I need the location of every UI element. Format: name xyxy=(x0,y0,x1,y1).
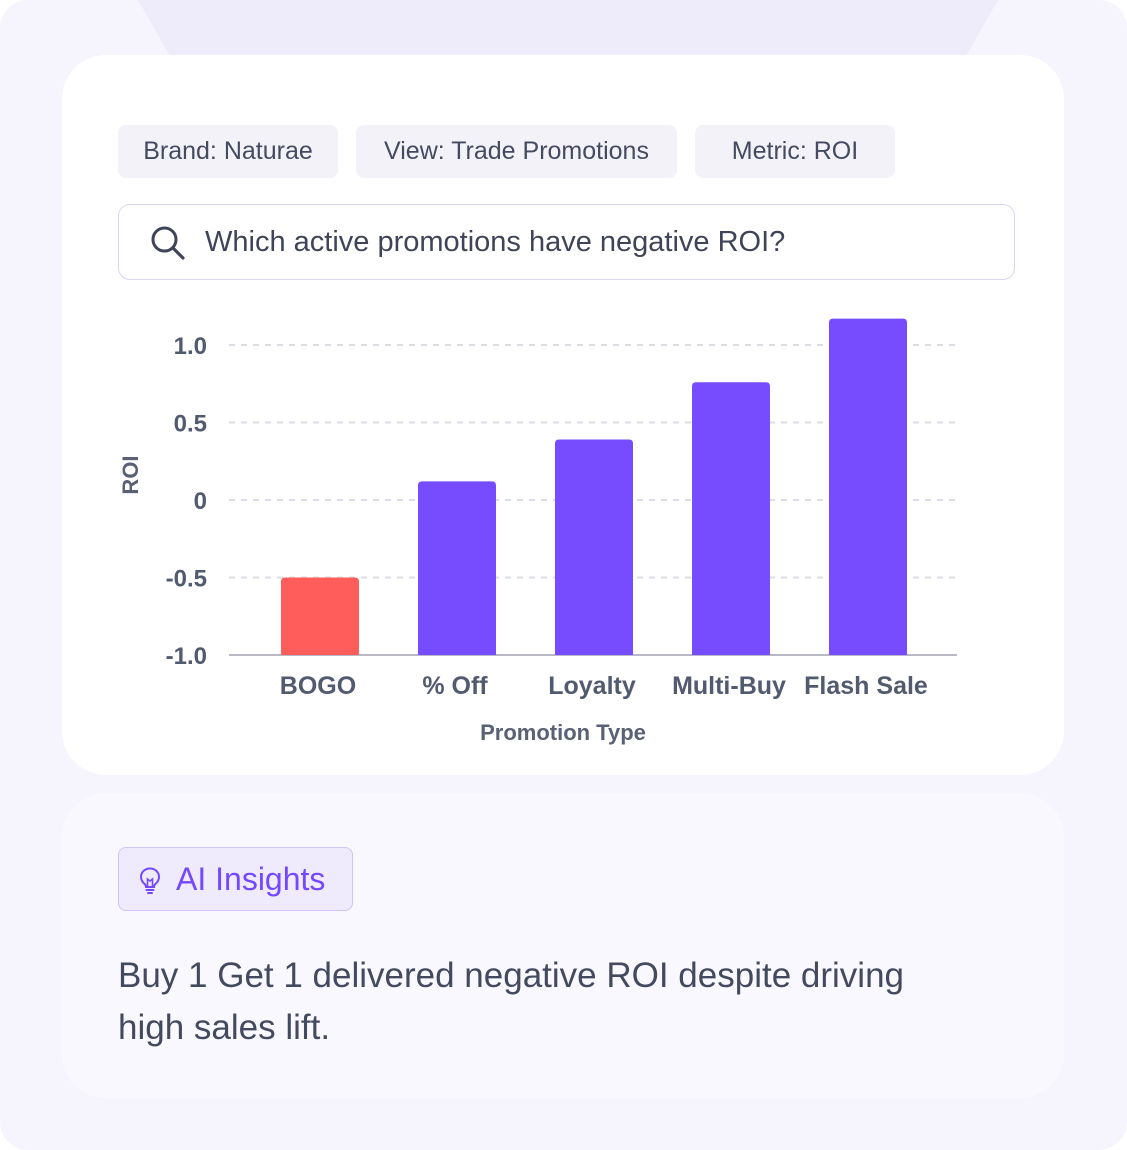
bar-multi-buy xyxy=(692,382,770,655)
x-tick-label: Multi-Buy xyxy=(672,672,786,700)
filter-chip-metric[interactable]: Metric: ROI xyxy=(695,125,895,178)
filter-chip-brand[interactable]: Brand: Naturae xyxy=(118,125,338,178)
filter-chip-view[interactable]: View: Trade Promotions xyxy=(356,125,677,178)
roi-bar-chart: 1.0 0.5 0 -0.5 -1.0 BOGO % Off Loyalty Multi-Buy… xyxy=(118,318,957,745)
y-tick-label: -1.0 xyxy=(166,643,207,670)
bar-loyalty xyxy=(555,439,633,655)
ai-insights-badge[interactable]: AI Insights xyxy=(118,847,353,911)
lightbulb-icon xyxy=(139,867,161,894)
bar-flash-sale xyxy=(829,318,907,655)
insight-text: Buy 1 Get 1 delivered negative ROI despi… xyxy=(118,956,904,1047)
y-axis-title: ROI xyxy=(118,455,143,494)
y-tick-label: 0 xyxy=(194,488,207,515)
x-axis-title: Promotion Type xyxy=(480,720,646,745)
search-query-text[interactable]: Which active promotions have negative RO… xyxy=(205,226,786,258)
bar-bogo xyxy=(281,577,359,655)
insights-card xyxy=(62,793,1064,1098)
header-tab-decoration xyxy=(138,0,998,60)
bar-off xyxy=(418,481,496,655)
y-tick-label: 1.0 xyxy=(174,333,207,360)
y-tick-label: 0.5 xyxy=(174,411,207,438)
x-tick-label: Flash Sale xyxy=(804,672,928,700)
ai-insights-label: AI Insights xyxy=(176,861,326,897)
x-tick-label: % Off xyxy=(422,672,488,700)
search-bar[interactable]: Which active promotions have negative RO… xyxy=(118,204,1015,280)
x-tick-label: BOGO xyxy=(280,672,356,700)
x-tick-label: Loyalty xyxy=(548,672,636,700)
search-icon xyxy=(151,226,185,260)
y-tick-label: -0.5 xyxy=(166,566,207,593)
